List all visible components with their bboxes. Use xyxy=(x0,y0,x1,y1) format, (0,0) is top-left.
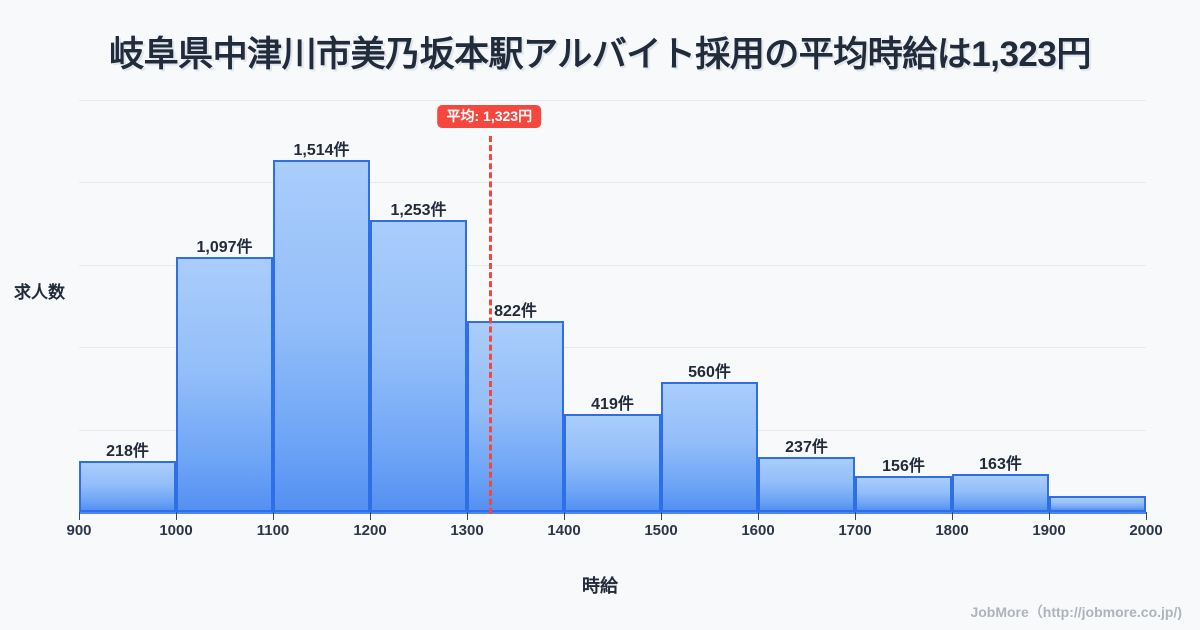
bar-value-label: 822件 xyxy=(494,302,537,320)
x-axis-tick xyxy=(467,512,468,520)
x-axis-tick-label: 1000 xyxy=(159,522,193,539)
histogram-bar xyxy=(564,414,661,512)
gridline xyxy=(79,182,1146,183)
page-title: 岐阜県中津川市美乃坂本駅アルバイト採用の平均時給は1,323円 xyxy=(109,35,1091,74)
gridline xyxy=(79,265,1146,266)
x-axis-tick xyxy=(273,512,274,520)
histogram-bar xyxy=(758,456,855,512)
mean-value-badge: 平均: 1,323円 xyxy=(437,105,542,129)
x-axis-tick-label: 1200 xyxy=(353,522,387,539)
x-axis-tick xyxy=(564,512,565,520)
x-axis-tick xyxy=(370,512,371,520)
histogram-bar xyxy=(176,256,273,512)
bar-value-label: 218件 xyxy=(106,443,149,461)
x-axis-tick-label: 1900 xyxy=(1032,522,1066,539)
x-axis-tick xyxy=(176,512,177,520)
x-axis-tick xyxy=(1146,512,1147,520)
x-axis-tick-label: 2000 xyxy=(1129,522,1163,539)
bar-value-label: 156件 xyxy=(882,457,925,475)
histogram-bar xyxy=(661,381,758,512)
bar-value-label: 1,514件 xyxy=(293,141,350,159)
bar-value-label: 1,253件 xyxy=(390,202,447,220)
histogram-bar xyxy=(79,461,176,512)
x-axis-tick xyxy=(952,512,953,520)
histogram-bar xyxy=(855,475,952,512)
x-axis-title: 時給 xyxy=(582,576,618,596)
x-axis-tick-label: 1800 xyxy=(935,522,969,539)
histogram-bar xyxy=(1049,496,1146,512)
mean-dashed-line xyxy=(489,136,493,514)
x-axis-tick-label: 1600 xyxy=(741,522,775,539)
x-axis-tick xyxy=(855,512,856,520)
bar-value-label: 560件 xyxy=(688,363,731,381)
bar-value-label: 1,097件 xyxy=(196,238,253,256)
gridline xyxy=(79,347,1146,348)
footer-credit: JobMore（http://jobmore.co.jp/) xyxy=(970,604,1182,620)
x-axis-tick-label: 900 xyxy=(66,522,92,539)
bar-value-label: 419件 xyxy=(591,396,634,414)
histogram-bar xyxy=(952,474,1049,512)
bar-value-label: 237件 xyxy=(785,438,828,456)
x-axis-tick xyxy=(79,512,80,520)
x-axis-tick xyxy=(661,512,662,520)
x-axis-tick-label: 1500 xyxy=(644,522,678,539)
x-axis-tick-label: 1300 xyxy=(450,522,484,539)
x-axis-tick xyxy=(758,512,759,520)
x-axis-tick-label: 1700 xyxy=(838,522,872,539)
x-axis-tick xyxy=(1049,512,1050,520)
x-axis-tick-label: 1100 xyxy=(256,522,290,539)
histogram-bar xyxy=(467,320,564,512)
y-axis-title: 求人数 xyxy=(14,283,65,302)
gridline xyxy=(79,100,1146,101)
histogram-bar xyxy=(273,159,370,512)
x-axis-tick-label: 1400 xyxy=(547,522,581,539)
x-axis-line xyxy=(79,512,1146,514)
histogram-bar xyxy=(370,220,467,512)
bar-value-label: 163件 xyxy=(979,456,1022,474)
